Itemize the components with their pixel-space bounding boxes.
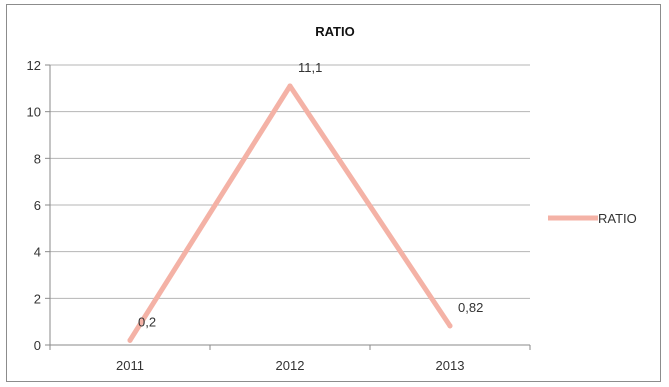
x-tick-label: 2013 (436, 358, 465, 373)
data-point (287, 83, 293, 89)
axis-layer: 0 2 4 6 8 10 12 2011 2012 2013 (27, 58, 531, 373)
data-point (447, 323, 453, 329)
y-tick-label: 6 (34, 198, 41, 213)
y-tick-label: 12 (27, 58, 41, 73)
chart-frame (6, 4, 661, 382)
x-tick-label: 2012 (276, 358, 305, 373)
y-tick-label: 8 (34, 151, 41, 166)
legend: RATIO (548, 211, 637, 226)
data-point (127, 337, 133, 343)
series-line-ratio (127, 83, 453, 343)
series-layer (127, 83, 453, 343)
data-label: 0,82 (458, 300, 483, 315)
chart-title: RATIO (315, 24, 354, 39)
y-tick-label: 0 (34, 338, 41, 353)
y-tick-label: 4 (34, 245, 41, 260)
data-label: 0,2 (138, 314, 156, 329)
label-layer: 0,2 11,1 0,82 (138, 60, 483, 329)
y-tick-label: 10 (27, 105, 41, 120)
legend-label: RATIO (598, 211, 637, 226)
y-tick-label: 2 (34, 291, 41, 306)
x-tick-label: 2011 (116, 358, 144, 373)
grid-layer (50, 64, 530, 299)
data-label: 11,1 (298, 60, 322, 75)
